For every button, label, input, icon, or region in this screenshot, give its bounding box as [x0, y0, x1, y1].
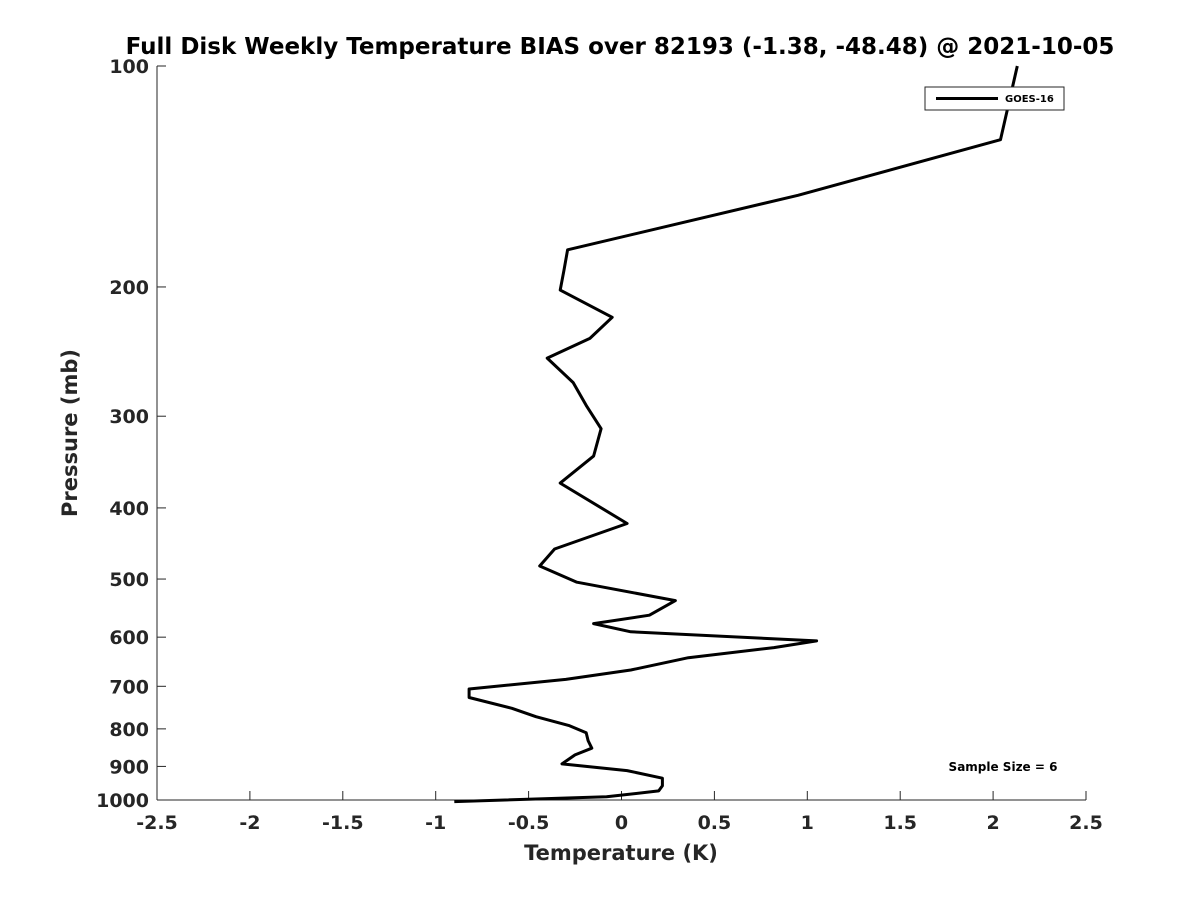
x-tick-label: -2.5 [136, 812, 178, 834]
x-tick-label: 1.5 [883, 812, 917, 834]
series-layer [454, 65, 1019, 804]
y-tick-label: 200 [109, 277, 149, 299]
y-tick-label: 300 [109, 406, 149, 428]
x-tick-label: -2 [239, 812, 260, 834]
x-tick-label: 0.5 [698, 812, 732, 834]
x-tick-label: 2 [986, 812, 999, 834]
x-tick-label: -0.5 [508, 812, 550, 834]
y-tick-label: 500 [109, 569, 149, 591]
x-tick-label: 2.5 [1069, 812, 1103, 834]
chart-title: Full Disk Weekly Temperature BIAS over 8… [126, 34, 1115, 60]
legend-label-goes-16: GOES-16 [1005, 94, 1054, 105]
y-tick-label: 1000 [96, 790, 149, 812]
x-tick-label: -1.5 [322, 812, 364, 834]
y-tick-label: 100 [109, 56, 149, 78]
series-line-goes-16 [454, 65, 1019, 804]
y-tick-label: 600 [109, 627, 149, 649]
y-tick-label: 400 [109, 498, 149, 520]
x-tick-label: 1 [801, 812, 814, 834]
x-tick-label: 0 [615, 812, 628, 834]
y-ticks: 100 200 300 400 500 600 700 800 900 1000 [96, 56, 166, 812]
x-tick-label: -1 [425, 812, 446, 834]
sample-size-annotation: Sample Size = 6 [949, 760, 1058, 774]
y-tick-label: 700 [109, 676, 149, 698]
y-axis-label: Pressure (mb) [58, 349, 82, 517]
plot-area [156, 66, 1086, 801]
x-axis-label: Temperature (K) [524, 841, 718, 865]
y-tick-label: 900 [109, 756, 149, 778]
legend: GOES-16 [924, 86, 1065, 111]
y-tick-label: 800 [109, 719, 149, 741]
x-ticks: -2.5 -2 -1.5 -1 -0.5 0 0.5 1 1.5 2 2.5 [136, 791, 1103, 834]
